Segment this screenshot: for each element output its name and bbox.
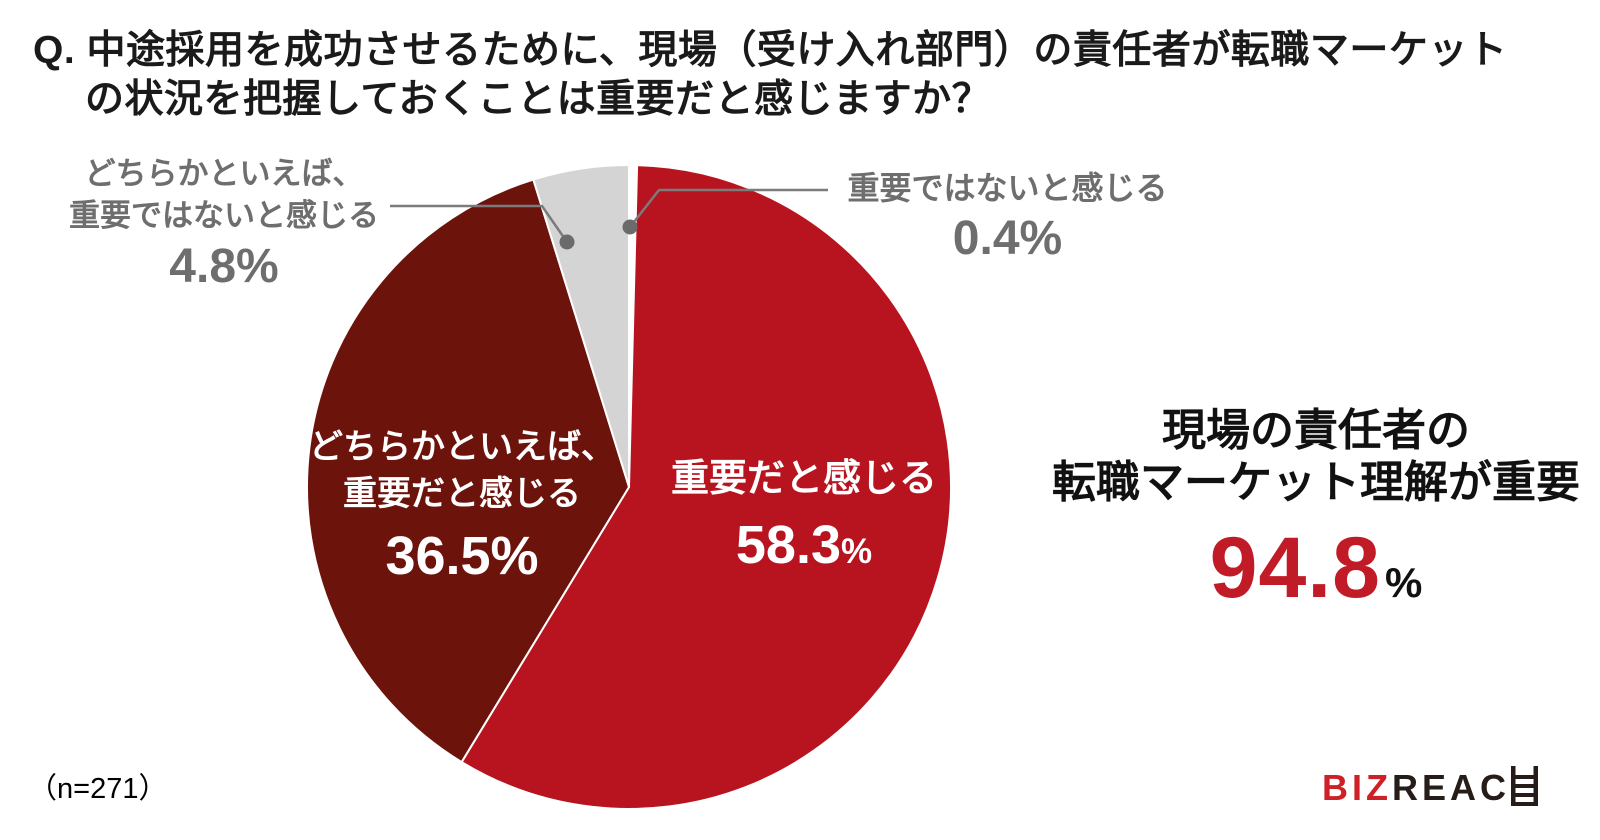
ladder-h-icon: [1511, 766, 1539, 806]
leader-dot-not-important: [622, 219, 638, 235]
summary-annotation: 現場の責任者の 転職マーケット理解が重要 94.8%: [1040, 405, 1592, 626]
summary-line2: 転職マーケット理解が重要: [1052, 458, 1580, 507]
logo-reac-text: REAC: [1392, 767, 1511, 808]
label-somewhat-not-important-line1: どちらかといえば、: [84, 156, 364, 191]
label-important-value: 58.3%: [735, 515, 873, 575]
label-not-important-name: 重要ではないと感じる: [847, 170, 1168, 206]
label-not-important: 重要ではないと感じる 0.4%: [830, 167, 1185, 267]
label-not-important-value: 0.4%: [952, 212, 1063, 265]
question-title-line1: Q. 中途採用を成功させるために、現場（受け入れ部門）の責任者が転職マーケット: [33, 29, 1508, 72]
question-title-line2: の状況を把握しておくことは重要だと感じますか？: [85, 78, 992, 121]
leader-lines: [390, 188, 828, 250]
leader-line-not-important: [629, 188, 828, 228]
summary-value: 94.8%: [1209, 520, 1423, 616]
label-somewhat-important-line1: どちらかといえば、: [309, 428, 615, 466]
pie-slice-どちらかといえば、重要だと感じる: [306, 178, 631, 764]
label-somewhat-not-important: どちらかといえば、 重要ではないと感じる 4.8%: [58, 153, 390, 294]
pie-slice-どちらかといえば、重要ではないと感じる: [532, 163, 630, 488]
leader-dot-somewhat-not-important: [559, 234, 575, 250]
question-title: Q. 中途採用を成功させるために、現場（受け入れ部門）の責任者が転職マーケット …: [33, 26, 1507, 124]
leader-line-somewhat-not-important: [390, 204, 569, 243]
sample-size: （n=271）: [28, 773, 168, 805]
bizreach-logo: BIZ REAC: [1322, 766, 1539, 808]
pie-chart: [306, 163, 952, 810]
summary-line1: 現場の責任者の: [1162, 406, 1470, 455]
label-important-name: 重要だと感じる: [670, 458, 937, 500]
label-important: 重要だと感じる 58.3%: [639, 456, 969, 583]
logo-biz-text: BIZ: [1322, 767, 1392, 808]
pie-slice-重要だと感じる: [460, 164, 952, 810]
label-somewhat-not-important-line2: 重要ではないと感じる: [69, 198, 379, 233]
label-somewhat-important-line2: 重要だと感じる: [343, 475, 581, 513]
label-somewhat-not-important-value: 4.8%: [169, 240, 279, 293]
label-somewhat-important: どちらかといえば、 重要だと感じる 36.5%: [296, 424, 628, 588]
label-somewhat-important-value: 36.5%: [385, 526, 539, 586]
summary-unit: %: [1385, 559, 1423, 606]
label-important-unit: %: [840, 532, 873, 571]
